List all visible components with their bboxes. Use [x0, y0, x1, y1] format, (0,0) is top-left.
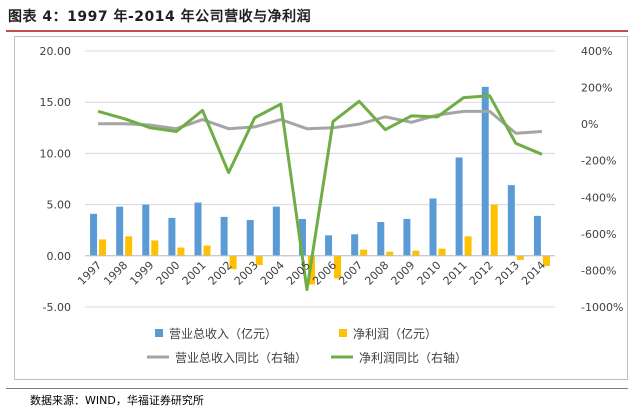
- net-profit-bar: [203, 245, 211, 256]
- category-tick-label: 1998: [101, 259, 130, 288]
- category-tick-label: 2001: [180, 259, 209, 288]
- net-profit-bar: [334, 255, 342, 279]
- revenue-bar: [455, 157, 463, 256]
- revenue-bar: [325, 235, 333, 256]
- revenue-bar: [220, 216, 228, 256]
- right-axis-tick-label: 0%: [581, 118, 598, 131]
- right-axis-tick-label: -800%: [581, 264, 616, 277]
- revenue-bar: [168, 217, 176, 256]
- left-axis-tick-label: -5.00: [43, 301, 71, 314]
- revenue-yoy-line: [98, 109, 543, 135]
- category-tick-label: 2008: [362, 259, 391, 288]
- net-profit-bar: [255, 255, 263, 266]
- revenue-bar: [507, 185, 515, 256]
- title-rule: [6, 30, 628, 32]
- net-profit-bar: [360, 249, 368, 256]
- category-tick-label: 1997: [75, 259, 104, 288]
- revenue-bar: [116, 206, 124, 256]
- left-axis-tick-label: 15.00: [40, 96, 72, 109]
- net-profit-bar: [490, 204, 498, 256]
- category-tick-label: 2012: [467, 259, 496, 288]
- net-profit-bar: [151, 240, 159, 256]
- revenue-bar: [142, 204, 150, 256]
- legend-swatch: [155, 329, 163, 337]
- legend-label: 营业总收入（亿元）: [169, 326, 277, 341]
- left-axis-tick-label: 10.00: [40, 147, 72, 160]
- category-tick-label: 2011: [441, 259, 470, 288]
- category-tick-label: 2000: [154, 259, 183, 288]
- revenue-bar: [377, 222, 385, 256]
- net-profit-bar: [386, 251, 394, 256]
- revenue-bar: [272, 206, 280, 256]
- net-profit-bar: [229, 255, 237, 270]
- category-tick-label: 2013: [493, 259, 522, 288]
- revenue-bar: [403, 218, 411, 256]
- source-note: 数据来源：WIND，华福证券研究所: [30, 394, 204, 407]
- chart-frame: 20.00 15.00 10.00 5.00 0.00 -5.00 400% 200% 0% -2…: [14, 36, 628, 380]
- revenue-bar: [194, 202, 202, 256]
- revenue-bar: [246, 219, 254, 256]
- revenue-bar: [533, 215, 541, 256]
- net-profit-bar: [177, 247, 185, 256]
- right-axis-tick-label: -200%: [581, 155, 616, 168]
- bottom-rule: [6, 388, 628, 389]
- category-tick-label: 1999: [127, 259, 156, 288]
- right-axis-tick-label: -400%: [581, 191, 616, 204]
- revenue-bar: [351, 234, 359, 256]
- net-profit-bar: [125, 236, 133, 256]
- right-axis-tick-label: -600%: [581, 228, 616, 241]
- category-tick-label: 2009: [389, 259, 418, 288]
- revenue-bar: [429, 198, 437, 256]
- net-profit-bar: [542, 255, 550, 267]
- legend-label: 净利润同比（右轴）: [359, 350, 467, 365]
- right-axis-tick-label: -1000%: [581, 301, 623, 314]
- left-axis-tick-label: 20.00: [40, 45, 72, 58]
- legend-label: 净利润（亿元）: [353, 326, 437, 341]
- left-axis-tick-label: 0.00: [47, 250, 72, 263]
- chart-svg: 20.00 15.00 10.00 5.00 0.00 -5.00 400% 200% 0% -2…: [40, 45, 624, 365]
- net-profit-bar: [438, 248, 446, 256]
- right-axis-tick-label: 400%: [581, 45, 612, 58]
- net-profit-bar: [516, 255, 524, 260]
- legend-swatch: [339, 329, 347, 337]
- revenue-bar: [481, 86, 489, 256]
- right-axis-tick-label: 200%: [581, 82, 612, 95]
- legend-label: 营业总收入同比（右轴）: [175, 350, 307, 365]
- left-axis-tick-label: 5.00: [47, 199, 72, 212]
- net-profit-bar: [412, 250, 420, 256]
- net-profit-bar: [464, 236, 472, 256]
- net-profit-yoy-line: [97, 94, 543, 292]
- revenue-bar: [90, 213, 98, 256]
- net-profit-bar: [99, 239, 107, 256]
- category-tick-label: 2010: [415, 259, 444, 288]
- revenue-bar: [298, 218, 306, 256]
- figure-title: 图表 4：1997 年-2014 年公司营收与净利润: [8, 9, 312, 25]
